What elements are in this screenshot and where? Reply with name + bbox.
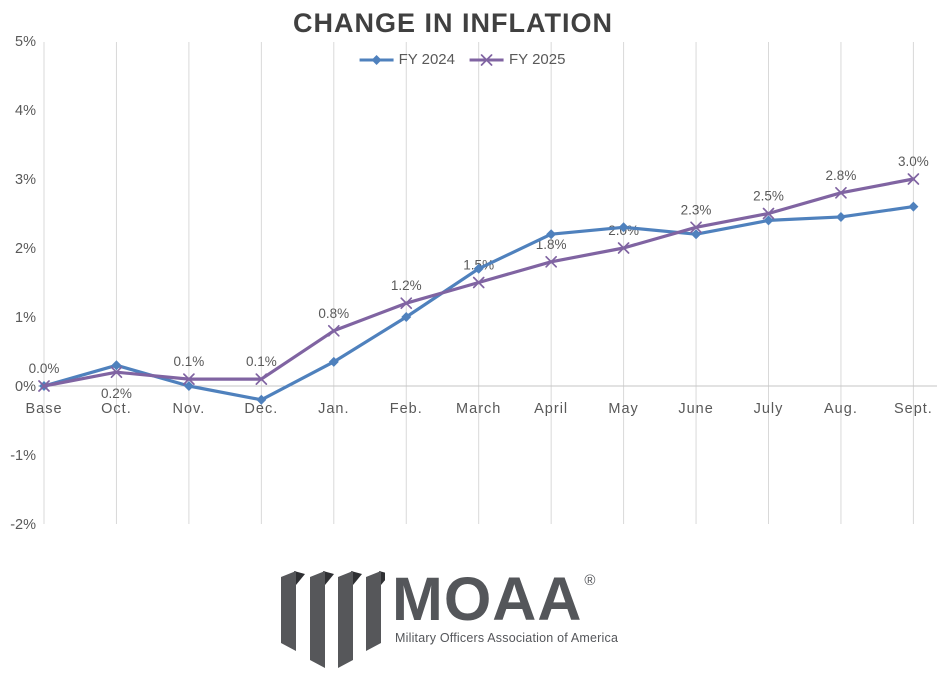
svg-text:Nov.: Nov. [173,401,206,417]
moaa-logo: MOAA ® Military Officers Association of … [281,565,619,675]
chart-title: CHANGE IN INFLATION [293,8,613,38]
line-chart-plot-area: 5% 4% 3% 2% 1% 0% -1% -2% Base Oct. Nov. Dec. Jan. Fe… [10,34,937,533]
fy2025-line-marker-icon [470,53,504,66]
svg-text:0.1%: 0.1% [246,354,277,369]
svg-text:1.8%: 1.8% [536,237,567,252]
svg-text:2%: 2% [15,241,36,257]
svg-text:Feb.: Feb. [390,401,423,417]
svg-text:Oct.: Oct. [101,401,132,417]
svg-text:0.2%: 0.2% [101,386,132,401]
moaa-logo-mark-icon [281,571,385,668]
svg-text:0%: 0% [15,379,36,395]
svg-text:2.3%: 2.3% [681,202,712,217]
svg-text:0.8%: 0.8% [318,306,349,321]
svg-text:Aug.: Aug. [824,401,858,417]
svg-text:April: April [534,401,568,417]
svg-text:Base: Base [25,401,62,417]
svg-text:Sept.: Sept. [894,401,933,417]
svg-text:0.0%: 0.0% [29,361,60,376]
svg-text:July: July [754,401,784,417]
svg-text:5%: 5% [15,34,36,50]
svg-text:2.8%: 2.8% [826,168,857,183]
svg-text:1.2%: 1.2% [391,278,422,293]
svg-text:-1%: -1% [10,448,36,464]
chart-legend: FY 2024 FY 2025 [359,51,565,68]
svg-text:0.1%: 0.1% [174,354,205,369]
svg-text:March: March [456,401,501,417]
legend-label-fy2024: FY 2024 [398,51,455,68]
svg-text:June: June [678,401,713,417]
svg-text:Dec.: Dec. [244,401,278,417]
svg-text:-2%: -2% [10,517,36,533]
svg-text:2.5%: 2.5% [753,189,784,204]
svg-text:May: May [608,401,638,417]
registered-trademark-icon: ® [584,572,596,589]
svg-text:3.0%: 3.0% [898,154,929,169]
fy2024-line-marker-icon [359,54,394,65]
svg-text:3%: 3% [15,172,36,188]
legend-item-fy2025: FY 2025 [469,51,565,68]
moaa-logo-tagline: Military Officers Association of America [395,631,619,645]
legend-item-fy2024: FY 2024 [359,51,455,68]
legend-label-fy2025: FY 2025 [509,51,566,68]
moaa-logo-text-block: MOAA ® Military Officers Association of … [392,565,619,646]
svg-text:4%: 4% [15,103,36,119]
svg-text:Jan.: Jan. [318,401,349,417]
svg-text:1%: 1% [15,310,36,326]
moaa-logo-wordmark: MOAA [392,565,583,633]
